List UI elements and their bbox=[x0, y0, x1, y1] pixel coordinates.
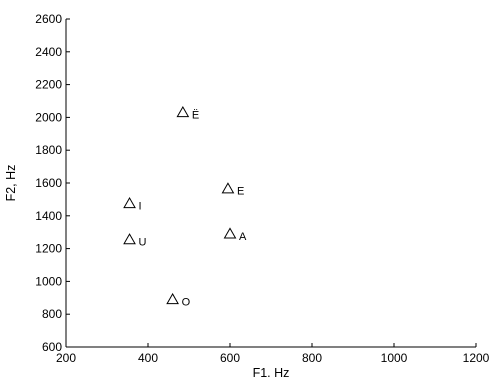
y-tick-label: 1000 bbox=[35, 274, 62, 288]
data-point-label: O bbox=[182, 296, 191, 308]
data-point-label: Ë bbox=[192, 109, 199, 121]
data-point-marker bbox=[221, 182, 235, 194]
y-tick-label: 600 bbox=[42, 340, 62, 354]
y-tick-label: 2200 bbox=[35, 78, 62, 92]
data-point-marker bbox=[166, 292, 179, 305]
data-point-label: E bbox=[237, 186, 244, 198]
y-tick-label: 2600 bbox=[35, 12, 62, 26]
y-tick-label: 1800 bbox=[35, 143, 62, 157]
x-tick-label: 400 bbox=[138, 351, 158, 365]
data-point-marker bbox=[123, 196, 136, 209]
x-tick-label: 600 bbox=[220, 351, 240, 365]
x-tick-label: 1200 bbox=[463, 351, 490, 365]
x-tick-label: 800 bbox=[302, 351, 322, 365]
y-tick-label: 1600 bbox=[35, 176, 62, 190]
axes bbox=[65, 19, 476, 348]
y-tick-label: 2400 bbox=[35, 45, 62, 59]
y-tick-label: 800 bbox=[42, 307, 62, 321]
data-point-marker bbox=[123, 233, 136, 245]
data-point-marker bbox=[176, 105, 190, 118]
x-tick-label: 200 bbox=[56, 351, 76, 365]
data-point-marker bbox=[223, 227, 237, 239]
y-axis-label: F2, Hz bbox=[4, 165, 18, 202]
x-axis-label: F1. Hz bbox=[253, 366, 290, 380]
data-points: Ë E I A U O bbox=[123, 105, 247, 308]
x-tick-label: 1000 bbox=[381, 351, 408, 365]
data-point-label: A bbox=[239, 231, 247, 243]
y-tick-label: 1200 bbox=[35, 242, 62, 256]
ticks: 200 400 600 800 1000 1200 600 800 1000 1200 1400 16… bbox=[35, 12, 489, 365]
data-point-label: I bbox=[139, 201, 142, 213]
y-tick-label: 2000 bbox=[35, 110, 62, 124]
y-tick-label: 1400 bbox=[35, 209, 62, 223]
data-point-label: U bbox=[139, 237, 147, 249]
